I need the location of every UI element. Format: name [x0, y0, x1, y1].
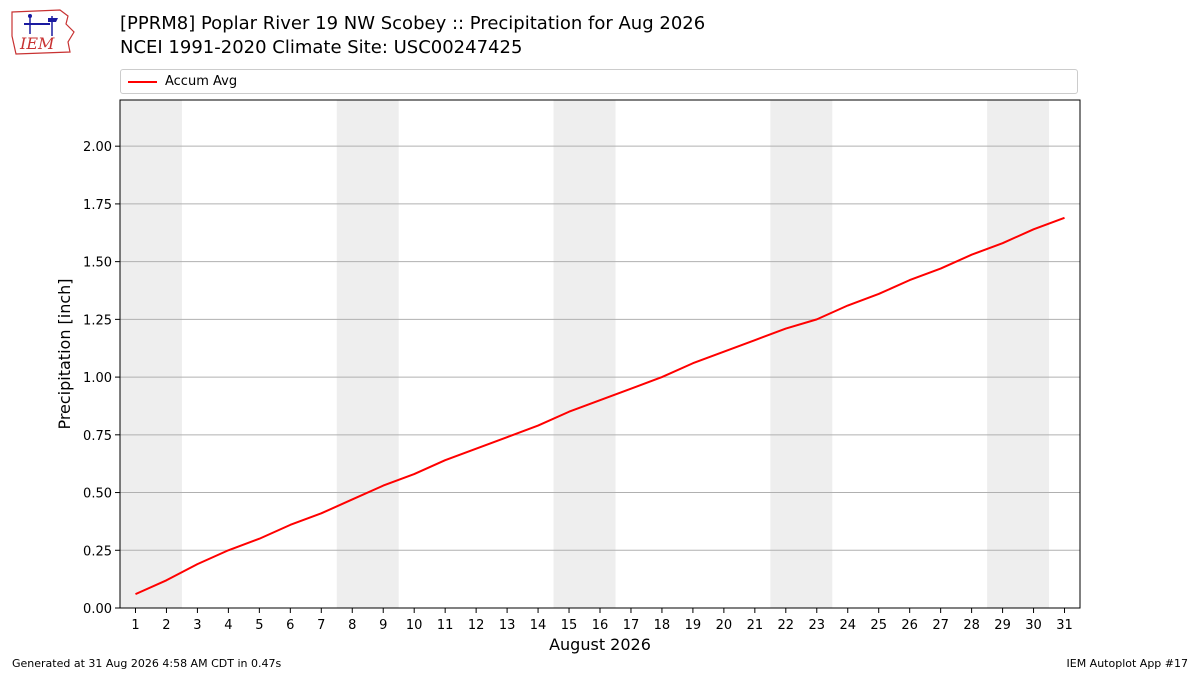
series-layer: [135, 216, 1065, 596]
y-tick-label: 1.00: [83, 371, 112, 386]
x-tick-label: 22: [778, 618, 795, 633]
x-tick-label: 9: [379, 618, 387, 633]
y-gridlines: [120, 145, 1080, 609]
x-tick-label: 31: [1056, 618, 1073, 633]
x-tick-label: 16: [592, 618, 609, 633]
y-tick-label: 1.25: [83, 313, 112, 328]
y-tick-label: 0.75: [83, 429, 112, 444]
series-line-accum-avg: [135, 216, 1065, 596]
y-tick-label: 0.25: [83, 544, 112, 559]
logo-text: IEM: [19, 34, 55, 53]
x-tick-label: 10: [406, 618, 423, 633]
x-axis: 1 2 3 4 5 6 7 8 9 10 11 12 13 14 15 16 17 18 19 20 21 22 23 24 2…: [131, 608, 1073, 633]
x-tick-label: 13: [499, 618, 516, 633]
chart-legend: Accum Avg: [120, 69, 1078, 94]
x-tick-label: 7: [317, 618, 325, 633]
y-axis: 0.00 0.25 0.50 0.75 1.00 1.25 1.50 1.75 2.00: [83, 140, 120, 617]
x-tick-label: 28: [963, 618, 980, 633]
y-axis-label: Precipitation [inch]: [55, 278, 74, 429]
x-tick-label: 15: [561, 618, 578, 633]
chart-title: [PPRM8] Poplar River 19 NW Scobey :: Pre…: [120, 13, 706, 34]
footer-app: IEM Autoplot App #17: [1066, 657, 1189, 670]
weekend-band: [770, 100, 833, 608]
x-tick-label: 1: [131, 618, 139, 633]
x-tick-label: 3: [193, 618, 201, 633]
y-tick-label: 2.00: [83, 140, 112, 155]
x-tick-label: 20: [716, 618, 733, 633]
x-tick-label: 26: [901, 618, 918, 633]
legend-label: Accum Avg: [165, 74, 238, 89]
x-tick-label: 18: [654, 618, 671, 633]
iem-logo: IEM: [11, 9, 75, 55]
x-tick-label: 2: [162, 618, 170, 633]
y-tick-label: 0.50: [83, 487, 112, 502]
x-tick-label: 19: [685, 618, 702, 633]
x-tick-label: 29: [994, 618, 1011, 633]
x-tick-label: 4: [224, 618, 232, 633]
weekend-bands: [120, 100, 1050, 608]
x-tick-label: 6: [286, 618, 294, 633]
x-tick-label: 12: [468, 618, 485, 633]
weekend-band: [336, 100, 399, 608]
x-tick-label: 14: [530, 618, 547, 633]
x-axis-label: August 2026: [549, 635, 651, 654]
x-tick-label: 24: [839, 618, 856, 633]
y-tick-label: 1.75: [83, 198, 112, 213]
x-tick-label: 27: [932, 618, 949, 633]
y-tick-label: 1.50: [83, 256, 112, 271]
weekend-band: [553, 100, 616, 608]
x-tick-label: 21: [747, 618, 764, 633]
weekend-band: [987, 100, 1050, 608]
y-tick-label: 0.00: [83, 602, 112, 617]
x-tick-label: 23: [809, 618, 826, 633]
x-tick-label: 25: [870, 618, 887, 633]
x-tick-label: 5: [255, 618, 263, 633]
footer-generated: Generated at 31 Aug 2026 4:58 AM CDT in …: [12, 657, 282, 670]
x-tick-label: 17: [623, 618, 640, 633]
chart-subtitle: NCEI 1991-2020 Climate Site: USC00247425: [120, 37, 523, 58]
weekend-band: [120, 100, 182, 608]
x-tick-label: 8: [348, 618, 356, 633]
x-tick-label: 30: [1025, 618, 1042, 633]
legend-line-swatch: [128, 81, 157, 83]
x-tick-label: 11: [437, 618, 454, 633]
